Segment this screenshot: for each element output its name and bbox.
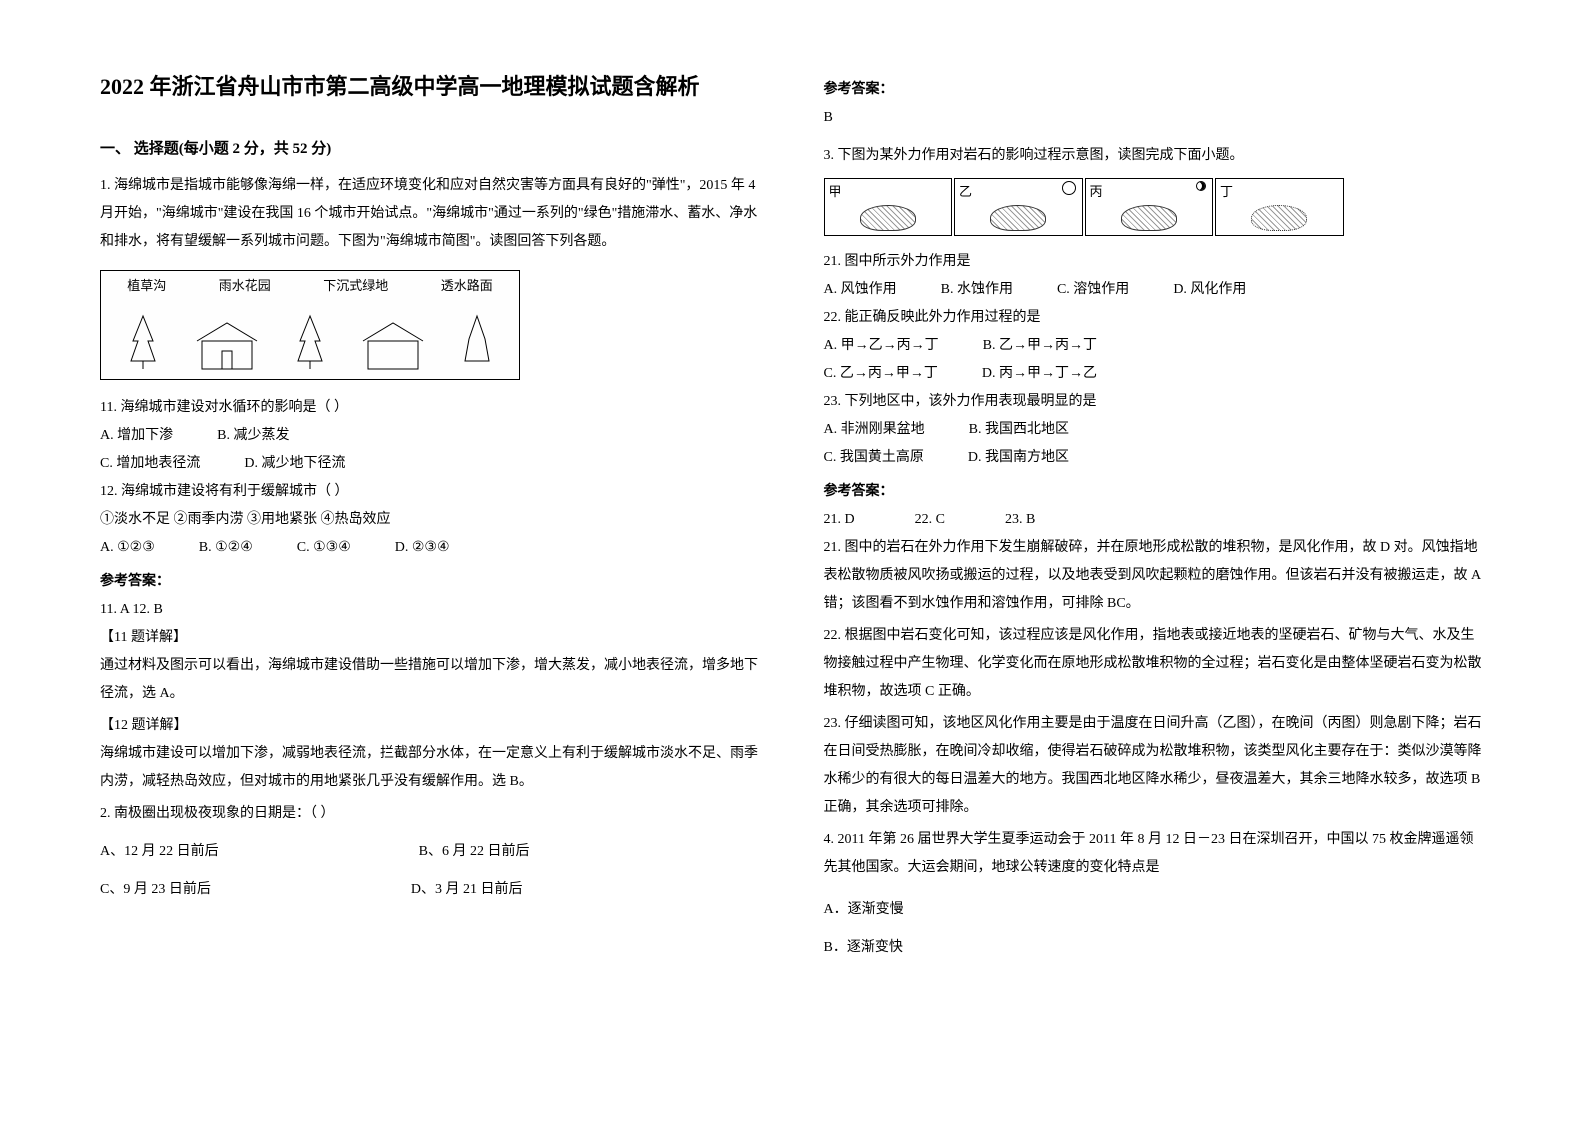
section-header: 一、 选择题(每小题 2 分，共 52 分) xyxy=(100,137,764,158)
q21-opt-c: C. 溶蚀作用 xyxy=(1057,276,1129,304)
q12-explain: 海绵城市建设可以增加下渗，减弱地表径流，拦截部分水体，在一定意义上有利于缓解城市… xyxy=(100,740,764,796)
q2-stem: 2. 南极圈出现极夜现象的日期是：（ ） xyxy=(100,800,764,828)
q3-panel-ding: 丁 xyxy=(1215,178,1344,236)
q21-answer: 21. D xyxy=(824,506,855,534)
rock-icon xyxy=(860,205,916,231)
q12-opt-b: B. ①②④ xyxy=(199,534,253,562)
panel-label: 丙 xyxy=(1090,184,1103,199)
q21-stem: 21. 图中所示外力作用是 xyxy=(824,248,1488,276)
rock-icon xyxy=(990,205,1046,231)
q11-explain: 通过材料及图示可以看出，海绵城市建设借助一些措施可以增加下渗，增大蒸发，减小地表… xyxy=(100,652,764,708)
q22-explain: 22. 根据图中岩石变化可知，该过程应该是风化作用，指地表或接近地表的坚硬岩石、… xyxy=(824,622,1488,706)
q1-stem: 1. 海绵城市是指城市能够像海绵一样，在适应环境变化和应对自然灾害等方面具有良好… xyxy=(100,172,764,256)
q23-opt-c: C. 我国黄土高原 xyxy=(824,444,924,472)
q22-opt-a: A. 甲→乙→丙→丁 xyxy=(824,332,939,360)
q1-answer-label: 参考答案： xyxy=(100,568,764,596)
q21-opt-d: D. 风化作用 xyxy=(1173,276,1246,304)
panel-label: 乙 xyxy=(959,184,972,199)
q1-figure-sketch xyxy=(109,301,511,371)
q11-opt-a: A. 增加下渗 xyxy=(100,422,173,450)
q3-panel-bing: 丙 xyxy=(1085,178,1214,236)
q23-stem: 23. 下列地区中，该外力作用表现最明显的是 xyxy=(824,388,1488,416)
right-column: 参考答案： B 3. 下图为某外力作用对岩石的影响过程示意图，读图完成下面小题。… xyxy=(824,70,1488,1052)
q23-answer: 23. B xyxy=(1005,506,1035,534)
tree-icon xyxy=(290,311,330,371)
q23-opt-d: D. 我国南方地区 xyxy=(968,444,1069,472)
rock-icon xyxy=(1251,205,1307,231)
q2-opts-row2: C、9 月 23 日前后 D、3 月 21 日前后 xyxy=(100,876,764,904)
fig-label: 下沉式绿地 xyxy=(323,275,388,294)
fig-label: 雨水花园 xyxy=(219,275,271,294)
q11-stem: 11. 海绵城市建设对水循环的影响是（ ） xyxy=(100,394,764,422)
q3-stem: 3. 下图为某外力作用对岩石的影响过程示意图，读图完成下面小题。 xyxy=(824,142,1488,170)
q2-answer: B xyxy=(824,104,1488,132)
q21-opt-a: A. 风蚀作用 xyxy=(824,276,897,304)
q12-items: ①淡水不足 ②雨季内涝 ③用地紧张 ④热岛效应 xyxy=(100,506,764,534)
q23-opts-row1: A. 非洲刚果盆地 B. 我国西北地区 xyxy=(824,416,1488,444)
q2-opt-c: C、9 月 23 日前后 xyxy=(100,876,211,904)
q12-opt-c: C. ①③④ xyxy=(297,534,351,562)
q4-opt-b: B．逐渐变快 xyxy=(824,934,1488,962)
q1-answer: 11. A 12. B xyxy=(100,596,764,624)
fig-label: 植草沟 xyxy=(127,275,166,294)
left-column: 2022 年浙江省舟山市市第二高级中学高一地理模拟试题含解析 一、 选择题(每小… xyxy=(100,70,764,1052)
q12-explain-header: 【12 题详解】 xyxy=(100,712,764,740)
q11-explain-header: 【11 题详解】 xyxy=(100,624,764,652)
q23-opt-a: A. 非洲刚果盆地 xyxy=(824,416,925,444)
q21-explain: 21. 图中的岩石在外力作用下发生崩解破碎，并在原地形成松散的堆积物，是风化作用… xyxy=(824,534,1488,618)
q23-opts-row2: C. 我国黄土高原 D. 我国南方地区 xyxy=(824,444,1488,472)
q11-opt-b: B. 减少蒸发 xyxy=(217,422,289,450)
q1-figure: 植草沟 雨水花园 下沉式绿地 透水路面 xyxy=(100,270,520,380)
q2-answer-label: 参考答案： xyxy=(824,76,1488,104)
q3-panel-yi: 乙 xyxy=(954,178,1083,236)
q11-opt-c: C. 增加地表径流 xyxy=(100,450,200,478)
q22-opt-b: B. 乙→甲→丙→丁 xyxy=(983,332,1097,360)
q2-opt-a: A、12 月 22 日前后 xyxy=(100,838,219,866)
sun-icon xyxy=(1062,181,1076,195)
panel-label: 丁 xyxy=(1220,184,1233,199)
q2-opts-row1: A、12 月 22 日前后 B、6 月 22 日前后 xyxy=(100,838,764,866)
house-icon xyxy=(358,321,428,371)
q11-opts-row1: A. 增加下渗 B. 减少蒸发 xyxy=(100,422,764,450)
q22-stem: 22. 能正确反映此外力作用过程的是 xyxy=(824,304,1488,332)
q11-opt-d: D. 减少地下径流 xyxy=(244,450,345,478)
q22-opt-c: C. 乙→丙→甲→丁 xyxy=(824,360,938,388)
q22-answer: 22. C xyxy=(915,506,945,534)
q22-opt-d: D. 丙→甲→丁→乙 xyxy=(982,360,1097,388)
q23-explain: 23. 仔细读图可知，该地区风化作用主要是由于温度在日间升高（乙图），在晚间（丙… xyxy=(824,710,1488,822)
tree-icon xyxy=(123,311,163,371)
q23-opt-b: B. 我国西北地区 xyxy=(969,416,1069,444)
q22-opts-row1: A. 甲→乙→丙→丁 B. 乙→甲→丙→丁 xyxy=(824,332,1488,360)
q3-figure: 甲 乙 丙 丁 xyxy=(824,178,1344,236)
q4-opt-a: A．逐渐变慢 xyxy=(824,896,1488,924)
q12-opts: A. ①②③ B. ①②④ C. ①③④ D. ②③④ xyxy=(100,534,764,562)
rock-icon xyxy=(1121,205,1177,231)
q1-figure-labels: 植草沟 雨水花园 下沉式绿地 透水路面 xyxy=(101,275,519,294)
q2-opt-d: D、3 月 21 日前后 xyxy=(411,876,523,904)
q21-opts: A. 风蚀作用 B. 水蚀作用 C. 溶蚀作用 D. 风化作用 xyxy=(824,276,1488,304)
q21-opt-b: B. 水蚀作用 xyxy=(941,276,1013,304)
q3-panel-jia: 甲 xyxy=(824,178,953,236)
tree-icon xyxy=(457,311,497,371)
q3-answers: 21. D 22. C 23. B xyxy=(824,506,1488,534)
q12-stem: 12. 海绵城市建设将有利于缓解城市（ ） xyxy=(100,478,764,506)
panel-label: 甲 xyxy=(829,184,842,199)
q2-opt-b: B、6 月 22 日前后 xyxy=(419,838,530,866)
q12-opt-a: A. ①②③ xyxy=(100,534,155,562)
q11-opts-row2: C. 增加地表径流 D. 减少地下径流 xyxy=(100,450,764,478)
q22-opts-row2: C. 乙→丙→甲→丁 D. 丙→甲→丁→乙 xyxy=(824,360,1488,388)
q12-opt-d: D. ②③④ xyxy=(395,534,450,562)
q3-answer-label: 参考答案： xyxy=(824,478,1488,506)
doc-title: 2022 年浙江省舟山市市第二高级中学高一地理模拟试题含解析 xyxy=(100,70,764,103)
moon-icon xyxy=(1196,181,1206,191)
fig-label: 透水路面 xyxy=(441,275,493,294)
house-icon xyxy=(192,321,262,371)
q4-stem: 4. 2011 年第 26 届世界大学生夏季运动会于 2011 年 8 月 12… xyxy=(824,826,1488,882)
